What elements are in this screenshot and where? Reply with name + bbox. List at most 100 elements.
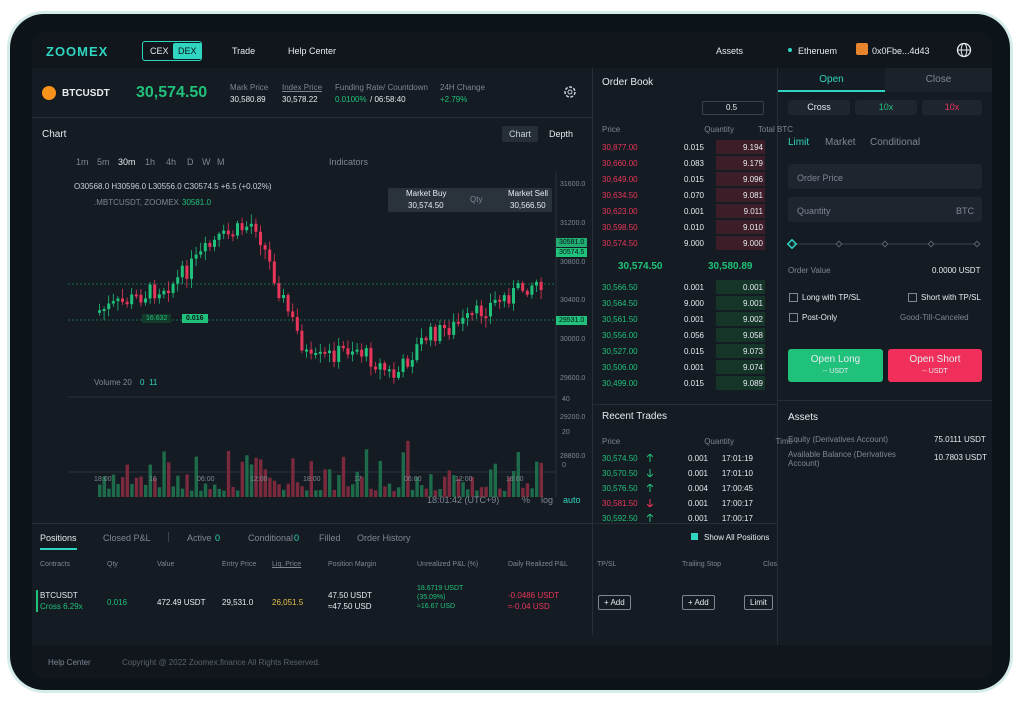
price-axis-label: 30400.0: [560, 297, 586, 305]
post-only[interactable]: Post-Only: [802, 313, 838, 322]
chart-decoration: [539, 462, 543, 497]
tab-closed-pnl[interactable]: Closed P&L: [103, 533, 151, 543]
chart-decoration: [263, 245, 267, 250]
tab-count[interactable]: 0: [294, 533, 300, 543]
long-tpsl[interactable]: Long with TP/SL: [802, 293, 861, 302]
chart-decoration: [249, 464, 254, 497]
tab-close[interactable]: Close: [885, 68, 992, 92]
settings-icon[interactable]: [562, 84, 578, 100]
trading-app: ZOOMEX CEX DEX Trade Help Center Assets …: [32, 32, 992, 678]
tab-count[interactable]: 0: [215, 533, 221, 543]
scale-auto[interactable]: auto: [563, 495, 581, 505]
indicators-button[interactable]: Indicators: [329, 157, 369, 167]
depth-bar: [716, 204, 765, 218]
close-limit[interactable]: Limit: [744, 595, 773, 610]
tab-cex[interactable]: CEX: [150, 46, 169, 56]
leverage-long[interactable]: 10x: [855, 100, 917, 115]
nav-trade[interactable]: Trade: [232, 46, 256, 56]
assets-title: Assets: [788, 412, 819, 423]
globe-icon[interactable]: [956, 42, 972, 58]
time-axis-label: 18:00: [303, 476, 321, 483]
network[interactable]: Etheruem: [798, 46, 838, 56]
nav-help[interactable]: Help Center: [288, 46, 337, 56]
show-all-positions[interactable]: Show All Positions: [704, 533, 770, 542]
checkbox[interactable]: [789, 313, 798, 322]
step-value[interactable]: 0.5: [726, 103, 738, 112]
step-select[interactable]: [702, 101, 764, 115]
open-short-label[interactable]: Open Short: [909, 354, 961, 365]
tab-counted[interactable]: Active: [187, 533, 212, 543]
chart-decoration: [282, 489, 286, 497]
scale-percent[interactable]: %: [522, 495, 531, 505]
market-buy-price[interactable]: 30,574.50: [408, 201, 444, 210]
position-column: Daily Realized P&L: [508, 561, 568, 568]
chart-decoration: [190, 490, 194, 497]
open-short-sub[interactable]: -- USDT: [922, 368, 948, 375]
time-axis-label: 18:00: [94, 476, 112, 483]
margin-cross[interactable]: Cross: [788, 100, 850, 115]
chart-decoration: [107, 303, 111, 310]
scale-log[interactable]: log: [541, 495, 554, 505]
chart-decoration: [111, 301, 115, 304]
chart-decoration: [130, 294, 134, 305]
checkbox[interactable]: [789, 293, 798, 302]
assets-menu[interactable]: Assets: [716, 46, 744, 56]
short-tpsl[interactable]: Short with TP/SL: [921, 293, 981, 302]
chart-decoration: [199, 251, 203, 255]
interval[interactable]: 30m: [118, 157, 136, 167]
price-tag: 30574.5: [556, 248, 588, 257]
tab-dex[interactable]: DEX: [173, 43, 202, 59]
tab-counted[interactable]: Conditional: [248, 533, 294, 543]
tab-more[interactable]: Order History: [357, 533, 411, 543]
show-all-checkbox[interactable]: [691, 533, 698, 540]
position-column: Clos: [763, 561, 778, 568]
quick-qty[interactable]: Qty: [470, 195, 483, 204]
type-conditional[interactable]: Conditional: [870, 137, 921, 148]
position-column: Contracts: [40, 561, 70, 568]
type-market[interactable]: Market: [825, 137, 856, 148]
market-sell-price[interactable]: 30,566.50: [510, 201, 546, 210]
open-long-button[interactable]: [788, 349, 883, 382]
price-input[interactable]: [788, 164, 982, 189]
tab-open[interactable]: Open: [778, 68, 885, 92]
chart-decoration: [180, 488, 185, 497]
interval[interactable]: D: [187, 157, 194, 167]
time-in-force[interactable]: Good-Till-Canceled: [900, 313, 969, 322]
interval[interactable]: W: [202, 157, 211, 167]
footer-help[interactable]: Help Center: [48, 658, 91, 667]
tab-more[interactable]: Filled: [319, 533, 341, 543]
type-limit[interactable]: Limit: [788, 137, 810, 148]
tpsl-add[interactable]: + Add: [598, 595, 631, 610]
qty-slider[interactable]: [786, 238, 984, 250]
chart-decoration: [167, 290, 170, 293]
interval[interactable]: M: [217, 157, 225, 167]
logo[interactable]: ZOOMEX: [46, 44, 109, 59]
interval[interactable]: 4h: [166, 157, 177, 167]
symbol-line-price: 30581.0: [182, 198, 211, 207]
volume-v1: 0: [140, 378, 145, 387]
market-buy-label[interactable]: Market Buy: [406, 189, 447, 198]
interval[interactable]: 1h: [145, 157, 156, 167]
qty-input[interactable]: [788, 197, 982, 222]
view-depth[interactable]: Depth: [549, 129, 574, 139]
chart-decoration: [539, 281, 543, 291]
interval[interactable]: 1m: [76, 157, 89, 167]
margin-usd: ≈47.50 USD: [328, 602, 372, 611]
tab-positions[interactable]: Positions: [40, 533, 77, 550]
position-column: Unrealized P&L (%): [417, 561, 479, 568]
open-long-label[interactable]: Open Long: [810, 354, 861, 365]
checkbox[interactable]: [908, 293, 917, 302]
open-short-button[interactable]: [888, 349, 982, 382]
chart-decoration: [498, 299, 502, 302]
leverage-short[interactable]: 10x: [922, 100, 982, 115]
interval[interactable]: 5m: [97, 157, 110, 167]
market-sell-label[interactable]: Market Sell: [508, 189, 549, 198]
chart-decoration: [397, 371, 400, 378]
book-price: 30,499.00: [602, 379, 638, 388]
wallet-address[interactable]: 0x0Fbe...4d43: [872, 46, 930, 56]
view-chart[interactable]: Chart: [502, 126, 539, 142]
trailing-add[interactable]: + Add: [682, 595, 715, 610]
symbol-select[interactable]: BTCUSDT: [62, 88, 110, 99]
chart-decoration: [489, 469, 493, 497]
open-long-sub[interactable]: -- USDT: [822, 368, 849, 375]
